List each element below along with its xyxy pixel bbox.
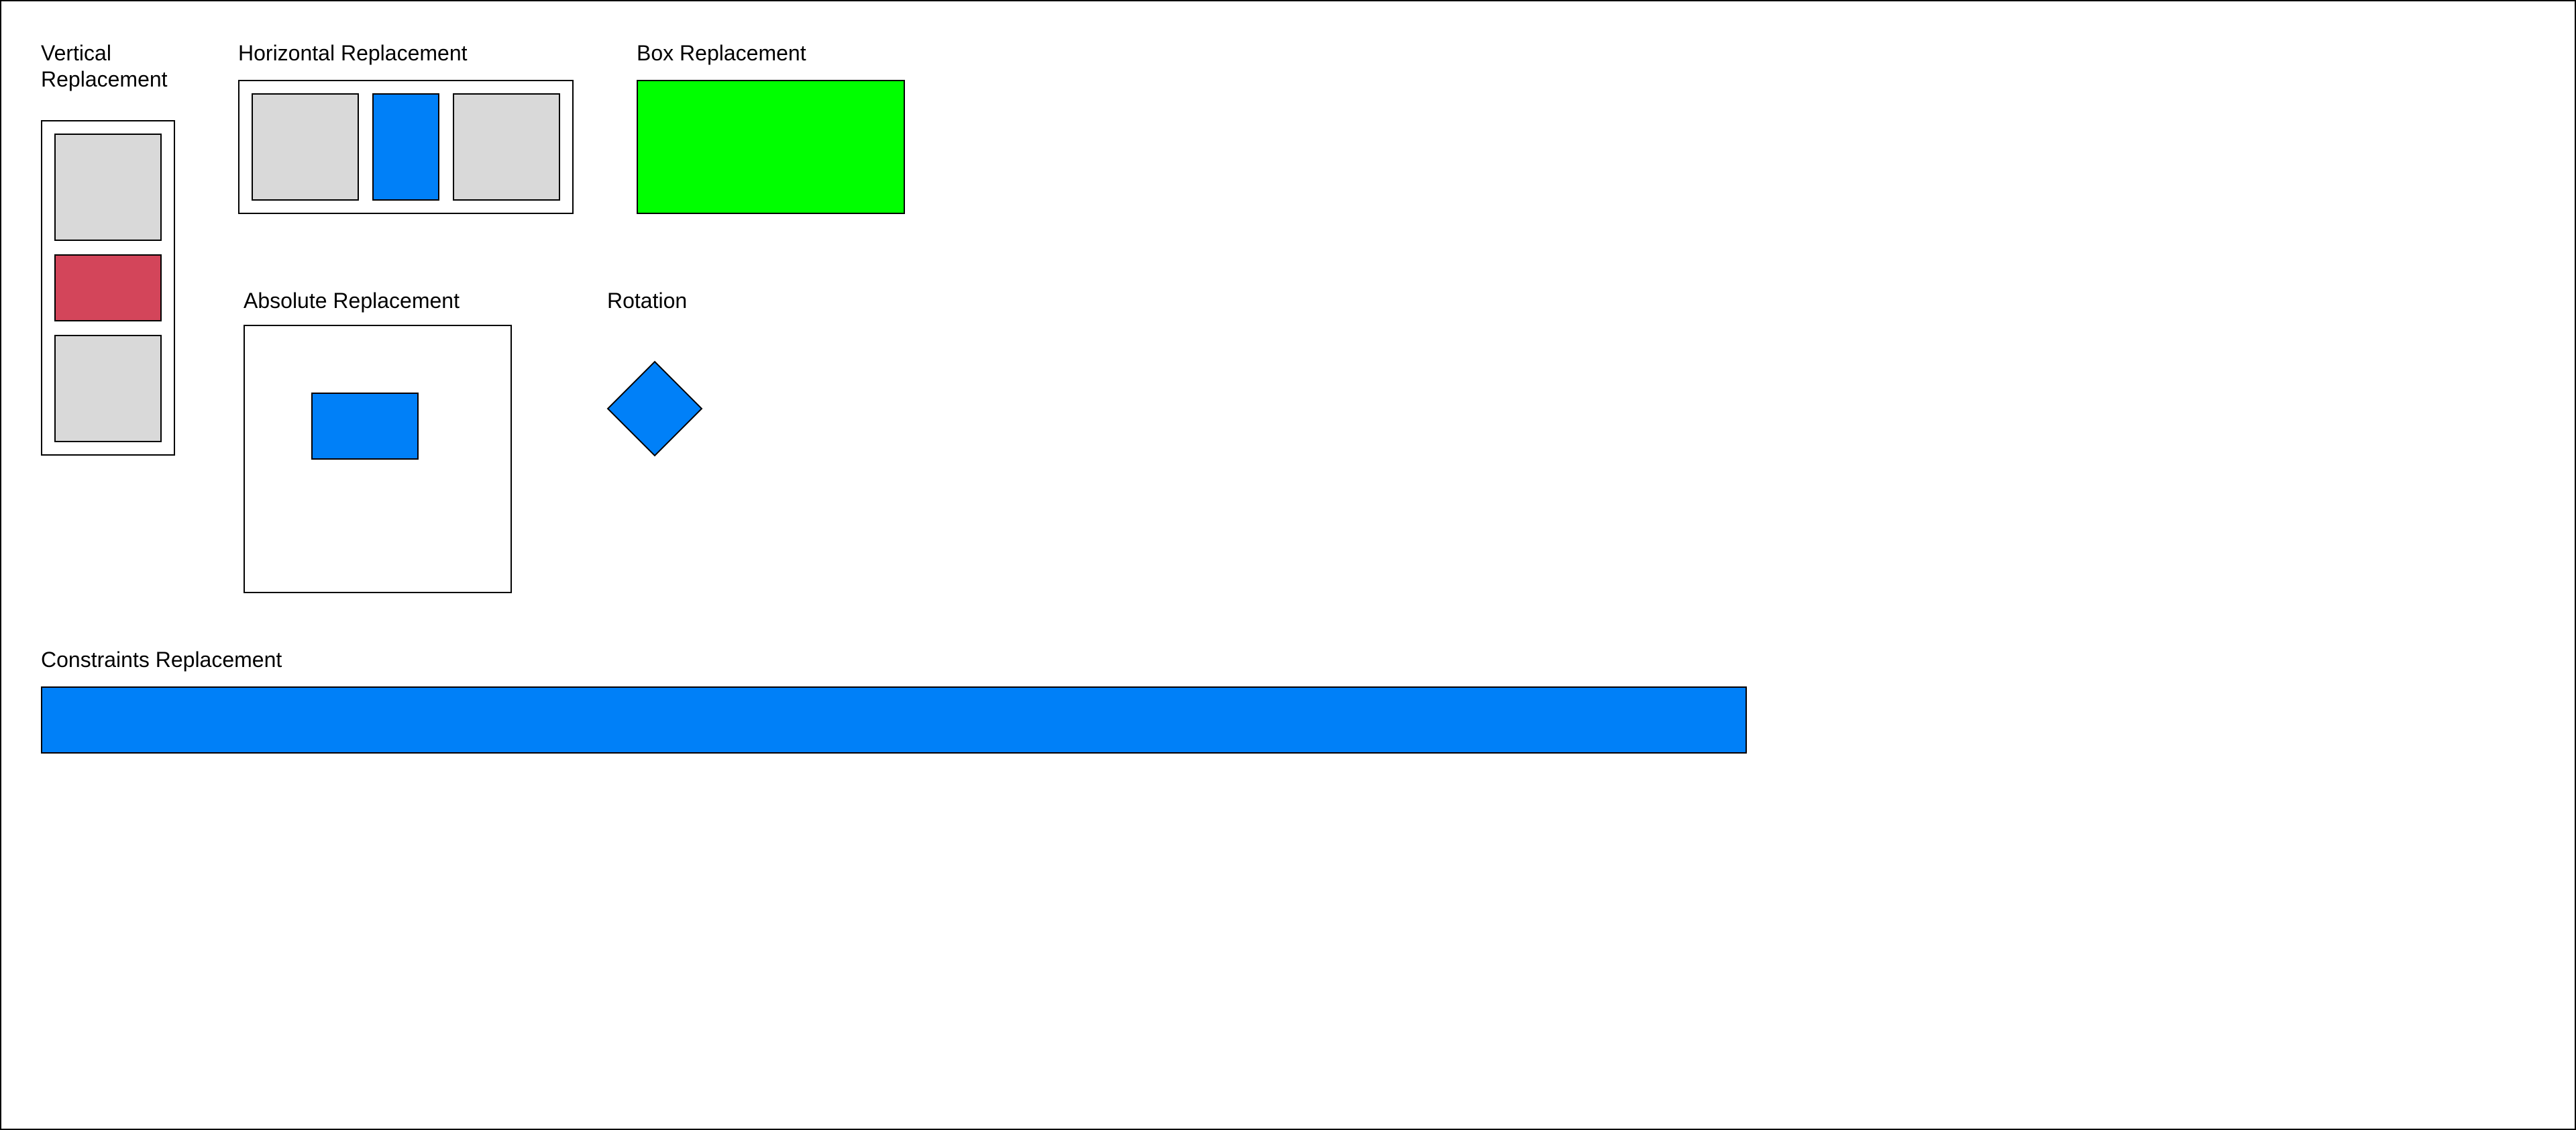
box-replacement-label: Box Replacement xyxy=(637,41,806,65)
horizontal-replacement-label: Horizontal Replacement xyxy=(238,41,468,65)
vertical-bottom-placeholder[interactable] xyxy=(54,335,162,442)
horizontal-right-placeholder[interactable] xyxy=(453,93,560,201)
constraints-replaced-blue-bar[interactable] xyxy=(41,686,1747,754)
rotation-label: Rotation xyxy=(607,289,688,313)
horizontal-replacement-frame[interactable] xyxy=(238,80,574,214)
absolute-replaced-blue-block[interactable] xyxy=(311,393,419,460)
rotated-diamond-shape[interactable] xyxy=(605,359,704,458)
absolute-replacement-label: Absolute Replacement xyxy=(244,289,460,313)
horizontal-replaced-blue-block[interactable] xyxy=(372,93,439,201)
vertical-replacement-label: Vertical Replacement xyxy=(41,41,168,91)
vertical-replaced-red-block[interactable] xyxy=(54,254,162,321)
box-replacement-green-block[interactable] xyxy=(637,80,905,214)
vertical-replacement-frame[interactable] xyxy=(41,120,175,456)
absolute-replacement-frame[interactable] xyxy=(244,325,512,593)
vertical-top-placeholder[interactable] xyxy=(54,134,162,241)
horizontal-left-placeholder[interactable] xyxy=(252,93,359,201)
constraints-replacement-label: Constraints Replacement xyxy=(41,648,282,672)
